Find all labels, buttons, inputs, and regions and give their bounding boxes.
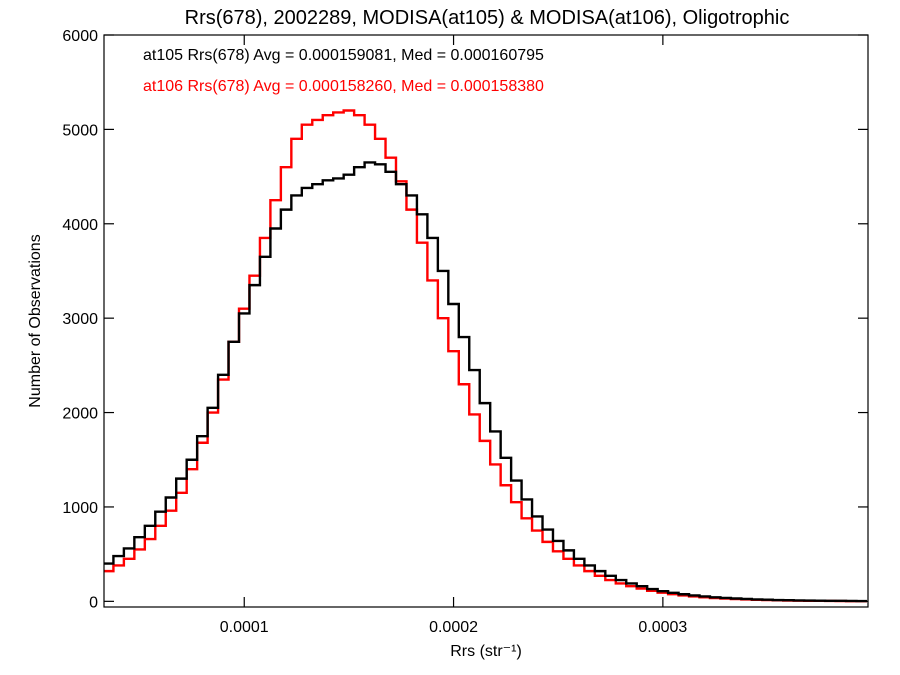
series-line-at105 [104, 161, 867, 603]
x-tick-label: 0.0001 [220, 619, 269, 636]
x-axis-label: Rrs (str⁻¹) [450, 643, 522, 660]
legend-entry-at105: at105 Rrs(678) Avg = 0.000159081, Med = … [143, 47, 544, 64]
y-tick-label: 6000 [62, 28, 98, 45]
y-tick-label: 3000 [62, 311, 98, 328]
tick-layer: 0.0001 0.0002 0.0003 0 1000 2000 3000 4000 5000 6… [62, 28, 868, 636]
x-tick-label: 0.0003 [638, 619, 687, 636]
y-axis-label: Number of Observations [27, 234, 44, 407]
legend-entry-at106: at106 Rrs(678) Avg = 0.000158260, Med = … [143, 78, 544, 95]
series-layer [104, 109, 867, 603]
y-tick-label: 1000 [62, 500, 98, 517]
plot-frame [103, 34, 869, 608]
series-line-at106 [104, 109, 867, 603]
y-tick-label: 4000 [62, 217, 98, 234]
y-tick-label: 5000 [62, 122, 98, 139]
y-tick-label: 2000 [62, 406, 98, 423]
y-tick-label: 0 [89, 594, 98, 611]
chart-title: Rrs(678), 2002289, MODISA(at105) & MODIS… [185, 7, 790, 29]
x-tick-label: 0.0002 [429, 619, 478, 636]
